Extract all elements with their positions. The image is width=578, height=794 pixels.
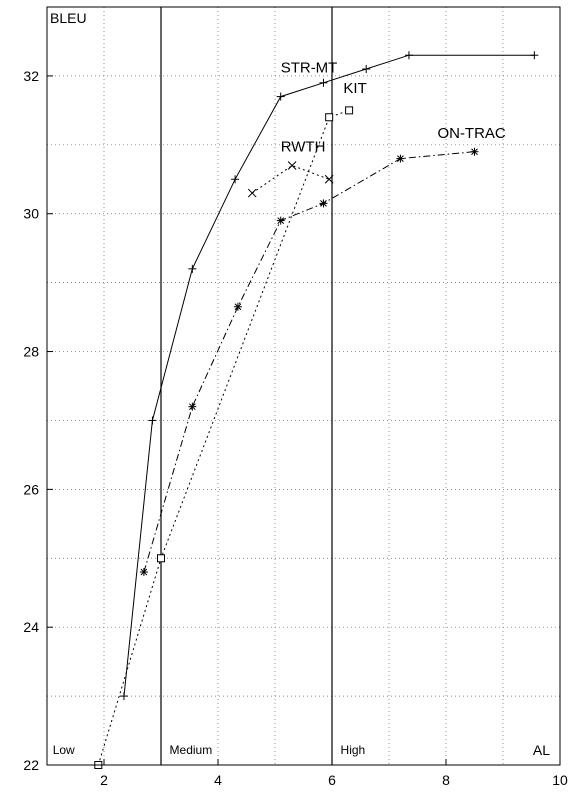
y-tick-label: 30 [23,206,39,222]
point-marker-plus [404,51,413,60]
point-marker-plus [530,51,539,60]
marker-stroke [277,217,285,224]
latency-region-boundaries [160,7,333,765]
point-marker-star [319,199,328,208]
point-marker-x [287,161,297,170]
x-axis-label: AL [533,742,550,758]
marker-stroke [471,148,478,156]
x-tick-label: 6 [328,772,336,788]
plot-frame [46,6,561,766]
series-line-on-trac [143,151,475,573]
x-tick-label: 4 [214,772,222,788]
y-tick-label: 22 [23,757,39,773]
y-tick-label: 28 [23,344,39,360]
y-tick-label: 24 [23,619,39,635]
point-marker-star [188,402,197,411]
y-tick-label: 32 [23,68,39,84]
series-label-rwth: RWTH [281,139,326,156]
point-marker-plus [362,65,371,74]
region-label-medium: Medium [170,743,213,757]
point-marker-plus [319,78,328,87]
point-marker-plus [231,175,240,184]
point-marker-square [325,113,334,122]
series-label-on-trac: ON-TRAC [437,125,505,142]
marker-stroke [320,200,327,207]
x-tick-label: 8 [442,772,450,788]
point-marker-plus [119,692,128,701]
series-line-kit [97,109,350,766]
x-tick-label: 2 [100,772,108,788]
region-label-low: Low [53,743,75,757]
series-label-str-mt: STR-MT [281,59,338,76]
series-label-kit: KIT [343,80,366,97]
marker-stroke [287,161,297,170]
y-axis-label: BLEU [50,10,87,26]
marker-stroke [188,403,196,411]
marker-stroke [324,174,334,184]
series-line-rwth [251,164,330,194]
marker-stroke [140,568,148,576]
point-marker-star [276,216,285,225]
labels: BLEU AL Low Medium High STR-MT KIT RWTH ON-TRA… [50,10,550,758]
point-marker-x [247,188,257,198]
marker-stroke [234,303,242,311]
point-marker-star [139,568,148,577]
marker-stroke [397,155,404,162]
point-marker-plus [276,92,285,101]
point-marker-plus [148,416,157,425]
grid [47,7,560,765]
x-tick-label: 10 [552,772,568,788]
point-marker-plus [188,264,197,273]
point-marker-x [324,174,334,184]
region-label-high: High [341,743,366,757]
series-lines [97,54,535,766]
y-tick-label: 26 [23,481,39,497]
point-marker-star [233,302,242,311]
marker-stroke [247,188,257,198]
point-marker-star [396,154,405,163]
point-marker-star [470,147,479,156]
point-marker-square [157,554,165,563]
point-marker-square [345,106,354,115]
